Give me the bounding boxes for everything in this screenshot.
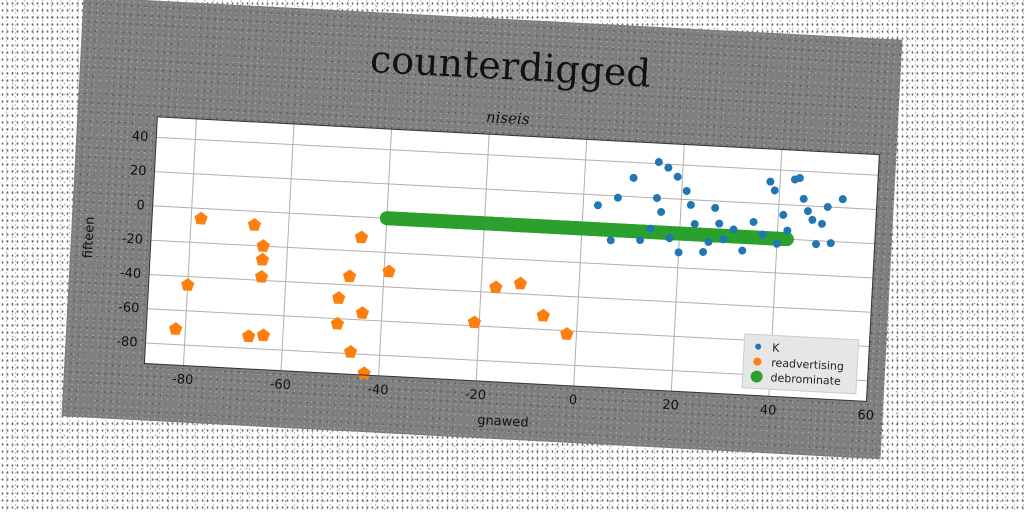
legend-marker-readvertising <box>753 357 762 366</box>
data-point-k <box>646 224 655 233</box>
data-points <box>169 158 847 380</box>
y-tick-label: -40 <box>119 266 141 282</box>
data-point-k <box>606 236 615 245</box>
data-point-k <box>613 193 622 202</box>
data-point-readvertising <box>354 230 369 244</box>
x-tick-label: -80 <box>172 372 194 388</box>
plot-frame <box>143 116 880 402</box>
data-point-debrominate <box>779 232 794 247</box>
y-tick-label: -20 <box>121 232 143 248</box>
y-grid-line <box>156 136 879 176</box>
data-point-k <box>629 173 638 182</box>
data-point-k <box>711 203 720 212</box>
data-point-readvertising <box>247 217 262 231</box>
data-point-readvertising <box>256 328 271 342</box>
data-point-k <box>770 186 779 195</box>
y-grid-line <box>150 239 873 279</box>
data-point-k <box>811 240 820 249</box>
legend-label-readvertising: readvertising <box>771 356 844 373</box>
data-point-readvertising <box>332 291 346 304</box>
data-point-k <box>803 207 812 216</box>
data-point-readvertising <box>256 239 270 252</box>
data-point-readvertising <box>255 252 270 266</box>
data-point-k <box>799 194 808 203</box>
data-point-k <box>690 220 699 229</box>
data-point-k <box>715 219 724 228</box>
chart-figure: counterdigged niseis -80 -60 -40 -20 0 20 40 60… <box>61 0 903 460</box>
data-point-k <box>783 226 792 235</box>
data-point-readvertising <box>330 316 345 330</box>
y-tick-label: 20 <box>130 163 147 179</box>
data-point-readvertising <box>467 315 482 329</box>
data-point-readvertising <box>181 278 195 291</box>
data-point-k <box>673 172 682 181</box>
data-point-k <box>657 207 666 216</box>
data-point-readvertising <box>169 322 183 335</box>
data-point-k <box>772 239 781 248</box>
data-point-k <box>749 217 758 226</box>
x-tick-label: 20 <box>662 398 679 414</box>
data-point-k <box>758 230 767 239</box>
data-point-k <box>838 195 847 204</box>
data-point-k <box>593 201 602 210</box>
data-point-readvertising <box>536 308 550 322</box>
x-tick-label: 40 <box>759 403 776 419</box>
legend: K readvertising debrominate <box>741 333 860 395</box>
data-point-k <box>686 200 695 209</box>
data-point-k <box>826 239 835 248</box>
data-point-readvertising <box>343 269 357 283</box>
data-point-readvertising <box>382 264 396 278</box>
data-point-k <box>652 194 661 203</box>
data-point-k <box>654 158 663 167</box>
legend-marker-debrominate <box>750 370 763 383</box>
data-point-k <box>699 247 708 256</box>
legend-label-k: K <box>772 341 781 354</box>
data-point-k <box>766 177 775 186</box>
x-tick-label: -40 <box>367 382 389 398</box>
grid-lines <box>145 118 880 402</box>
data-point-k <box>817 219 826 228</box>
data-point-readvertising <box>254 269 269 283</box>
data-point-readvertising <box>242 329 256 343</box>
data-point-readvertising <box>343 344 358 358</box>
y-tick-label: -60 <box>118 300 140 316</box>
x-tick-label: 60 <box>857 408 874 424</box>
data-point-k <box>738 246 747 255</box>
legend-box <box>741 333 860 395</box>
data-point-readvertising <box>357 366 371 380</box>
scatter-chart: counterdigged niseis -80 -60 -40 -20 0 20 40 60… <box>81 37 880 431</box>
x-tick-label: -60 <box>269 377 291 393</box>
y-tick-label: 40 <box>131 129 148 145</box>
y-grid-line <box>154 171 877 211</box>
data-point-k <box>665 234 674 243</box>
data-point-k <box>664 163 673 172</box>
y-axis-label: fifteen <box>81 216 98 259</box>
data-point-k <box>674 248 683 257</box>
data-point-k <box>719 235 728 244</box>
tick-labels: -80 -60 -40 -20 0 20 40 60 -80 -60 -40 -20 0 20 40 <box>116 129 874 424</box>
data-point-k <box>704 237 713 246</box>
data-point-k <box>636 236 645 245</box>
chart-subtitle: niseis <box>486 108 531 128</box>
data-point-k <box>808 215 817 224</box>
data-point-readvertising <box>513 276 528 290</box>
data-point-k <box>779 210 788 219</box>
chart-title: counterdigged <box>369 37 652 96</box>
x-tick-label: -20 <box>464 387 486 403</box>
data-point-k <box>682 186 691 195</box>
x-tick-label: 0 <box>568 393 577 408</box>
y-tick-label: 0 <box>136 198 145 213</box>
data-point-readvertising <box>489 280 503 294</box>
data-point-k <box>729 225 738 234</box>
data-point-k <box>823 202 832 211</box>
legend-label-debrominate: debrominate <box>770 371 841 388</box>
data-point-k <box>795 174 804 183</box>
x-axis-label: gnawed <box>477 413 529 431</box>
y-tick-label: -80 <box>116 334 138 350</box>
data-point-readvertising <box>194 211 208 225</box>
data-point-readvertising <box>355 306 370 319</box>
legend-marker-k <box>755 343 762 350</box>
data-point-readvertising <box>560 327 574 340</box>
y-grid-line <box>149 273 872 313</box>
